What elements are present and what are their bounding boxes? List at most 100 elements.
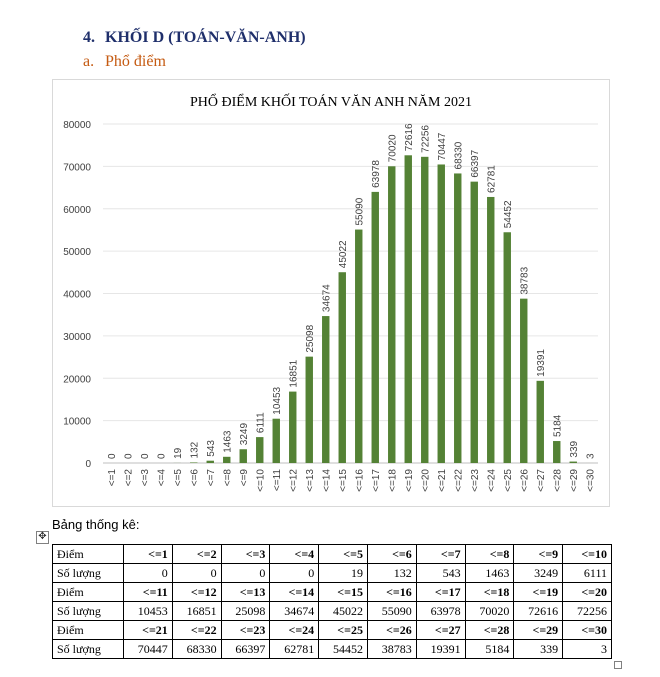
x-tick-label: <=9: [239, 469, 250, 487]
score-bin-cell: <=1: [123, 544, 173, 564]
y-tick-label: 30000: [63, 332, 91, 343]
count-cell: 0: [123, 563, 173, 583]
score-bin-cell: <=21: [123, 620, 173, 640]
count-cell: 339: [513, 639, 564, 659]
count-cell: 19: [318, 563, 368, 583]
count-cell: 16851: [171, 601, 222, 621]
row-label: Số lượng: [52, 639, 124, 659]
bar[interactable]: [190, 462, 198, 463]
data-label: 63978: [371, 160, 382, 188]
bar[interactable]: [503, 232, 511, 463]
table-caption: Bảng thống kê:: [52, 517, 140, 532]
score-bin-cell: <=19: [513, 582, 564, 602]
score-bin-cell: <=8: [464, 544, 515, 564]
bar[interactable]: [272, 418, 280, 463]
row-label: Điểm: [52, 544, 124, 564]
data-label: 0: [156, 453, 167, 459]
bar[interactable]: [239, 449, 247, 463]
x-tick-label: <=6: [189, 469, 200, 487]
score-bin-cell: <=7: [415, 544, 466, 564]
bar[interactable]: [371, 191, 379, 463]
bar[interactable]: [322, 316, 330, 463]
table-resize-handle[interactable]: [614, 661, 622, 669]
data-label: 62781: [486, 165, 497, 193]
x-tick-label: <=15: [338, 469, 349, 492]
data-label: 339: [569, 440, 580, 457]
x-tick-label: <=1: [107, 469, 118, 487]
x-tick-label: <=8: [222, 469, 233, 487]
count-cell: 45022: [318, 601, 368, 621]
data-label: 25098: [305, 324, 316, 352]
chart-canvas: PHỔ ĐIỂM KHỐI TOÁN VĂN ANH NĂM 2021 0 100…: [63, 92, 598, 492]
x-tick-label: <=24: [486, 469, 497, 492]
bar[interactable]: [388, 166, 396, 463]
bar[interactable]: [338, 272, 346, 463]
x-tick-label: <=27: [536, 469, 547, 492]
statistics-table: Điểm <=1 <=2 <=3 <=4 <=5 <=6 <=7 <=8 <=9 <=10 Số lư…: [52, 544, 612, 659]
bar[interactable]: [437, 164, 445, 463]
bar[interactable]: [553, 441, 561, 463]
bar[interactable]: [454, 173, 462, 463]
data-label: 6111: [255, 412, 266, 433]
bar[interactable]: [404, 155, 412, 463]
count-cell: 55090: [366, 601, 417, 621]
count-cell: 0: [269, 563, 320, 583]
count-cell: 10453: [123, 601, 173, 621]
bar[interactable]: [520, 298, 528, 463]
x-tick-label: <=26: [519, 469, 530, 492]
score-bin-cell: <=20: [562, 582, 612, 602]
x-tick-label: <=2: [123, 469, 134, 487]
x-tick-label: <=14: [321, 469, 332, 492]
y-tick-label: 60000: [63, 205, 91, 216]
bar[interactable]: [536, 380, 544, 463]
count-cell: 6111: [562, 563, 612, 583]
bar[interactable]: [206, 460, 214, 463]
bar[interactable]: [487, 196, 495, 463]
bar[interactable]: [223, 456, 231, 463]
table-header-row: Điểm <=1 <=2 <=3 <=4 <=5 <=6 <=7 <=8 <=9 <=10: [52, 544, 612, 564]
count-cell: 0: [220, 563, 271, 583]
table-move-icon[interactable]: ✥: [36, 531, 49, 544]
data-label: 132: [189, 441, 200, 458]
row-label: Số lượng: [52, 563, 124, 583]
x-tick-label: <=30: [585, 469, 596, 492]
subsection-heading: a. Phổ điểm: [83, 53, 166, 71]
x-tick-label: <=11: [272, 469, 283, 491]
table-header-row: Điểm <=11 <=12 <=13 <=14 <=15 <=16 <=17 <=18 <=19…: [52, 582, 612, 602]
data-label: 45022: [338, 240, 349, 268]
count-cell: 72616: [513, 601, 564, 621]
data-label: 0: [140, 453, 151, 459]
score-bin-cell: <=6: [366, 544, 417, 564]
count-cell: 34674: [269, 601, 320, 621]
bar[interactable]: [421, 156, 429, 464]
score-bin-cell: <=17: [415, 582, 466, 602]
count-cell: 543: [415, 563, 466, 583]
bar[interactable]: [569, 461, 577, 463]
data-label: 70020: [387, 134, 398, 162]
score-bin-cell: <=24: [269, 620, 320, 640]
count-cell: 70447: [123, 639, 173, 659]
bar[interactable]: [256, 437, 264, 463]
data-label: 1463: [222, 430, 233, 453]
bar[interactable]: [355, 229, 363, 463]
x-tick-label: <=10: [255, 469, 266, 492]
x-tick-label: <=25: [503, 469, 514, 492]
count-cell: 19391: [415, 639, 466, 659]
score-bin-cell: <=16: [366, 582, 417, 602]
score-distribution-chart[interactable]: PHỔ ĐIỂM KHỐI TOÁN VĂN ANH NĂM 2021 0 100…: [52, 79, 610, 507]
score-bin-cell: <=28: [464, 620, 515, 640]
bar[interactable]: [289, 391, 297, 463]
score-bin-cell: <=27: [415, 620, 466, 640]
data-label: 0: [107, 453, 118, 459]
bar[interactable]: [305, 356, 313, 463]
x-tick-label: <=3: [140, 469, 151, 487]
y-tick-label: 10000: [63, 417, 91, 428]
count-cell: 66397: [220, 639, 271, 659]
bar[interactable]: [470, 181, 478, 464]
count-cell: 0: [171, 563, 222, 583]
data-label: 38783: [519, 266, 530, 294]
y-tick-label: 50000: [63, 247, 91, 258]
count-cell: 3249: [513, 563, 564, 583]
count-cell: 70020: [464, 601, 515, 621]
row-label: Điểm: [52, 620, 124, 640]
